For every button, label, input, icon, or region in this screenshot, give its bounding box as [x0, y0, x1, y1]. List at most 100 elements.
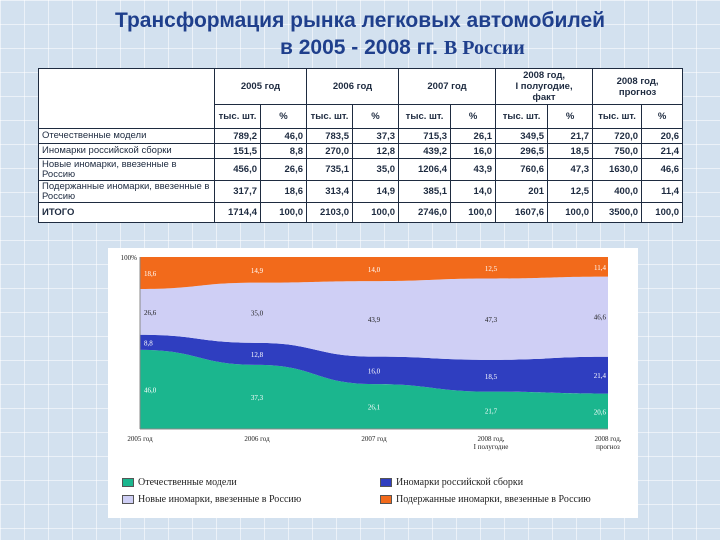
- cell: 313,4: [306, 180, 354, 203]
- table-row: Отечественные модели 789,2 46,0 783,5 37…: [38, 128, 684, 144]
- data-label: 16,0: [368, 367, 381, 375]
- cell: 385,1: [398, 180, 452, 203]
- data-label: 47,3: [485, 316, 498, 324]
- data-label: 12,5: [485, 265, 498, 273]
- data-label: 14,9: [251, 267, 264, 275]
- legend-swatch: [380, 478, 392, 487]
- cell: 317,7: [214, 180, 261, 203]
- cell: 270,0: [306, 143, 354, 159]
- cell: 151,5: [214, 143, 261, 159]
- cell: 20,6: [641, 128, 684, 144]
- cell: 400,0: [592, 180, 643, 203]
- legend-label: Подержанные иномарки, ввезенные в Россию: [396, 494, 591, 505]
- cell: 14,0: [450, 180, 497, 203]
- page-title: Трансформация рынка легковых автомобилей: [114, 9, 606, 32]
- data-label: 20,6: [594, 408, 607, 416]
- cell: 100,0: [641, 202, 684, 223]
- data-label: 21,7: [485, 407, 498, 415]
- data-label: 21,4: [594, 372, 607, 380]
- period-header: 2006 год: [306, 68, 400, 105]
- cell: 349,5: [495, 128, 549, 144]
- row-label: Новые иномарки, ввезенные в Россию: [38, 158, 215, 181]
- market-table: 2005 год 2006 год 2007 год 2008 год, I по…: [38, 68, 684, 223]
- unit-header: тыс. шт.: [214, 104, 261, 129]
- unit-header: %: [547, 104, 594, 129]
- cell: 1206,4: [398, 158, 452, 181]
- data-label: 26,1: [368, 404, 381, 412]
- period-header: 2008 год, I полугодие, факт: [495, 68, 594, 105]
- unit-header: тыс. шт.: [306, 104, 354, 129]
- cell: 21,4: [641, 143, 684, 159]
- cell: 735,1: [306, 158, 354, 181]
- x-tick-label: 2005 год: [127, 435, 153, 443]
- cell: 201: [495, 180, 549, 203]
- period-header: 2008 год, прогноз: [592, 68, 684, 105]
- cell: 18,6: [259, 180, 308, 203]
- cell: 46,6: [641, 158, 684, 181]
- row-label: Отечественные модели: [38, 128, 215, 144]
- legend-label: Иномарки российской сборки: [396, 477, 524, 488]
- cell: 715,3: [398, 128, 452, 144]
- period-header: 2007 год: [398, 68, 497, 105]
- table-corner: [38, 68, 215, 105]
- data-label: 43,9: [368, 316, 381, 324]
- table-row: Иномарки российской сборки 151,5 8,8 270…: [38, 143, 684, 159]
- x-tick-label: 2007 год: [361, 435, 387, 443]
- subtitle-country: В России: [443, 37, 525, 59]
- cell: 1630,0: [592, 158, 643, 181]
- cell: 1607,6: [495, 202, 549, 223]
- subtitle-years: в 2005 - 2008 гг.: [280, 36, 438, 59]
- cell: 8,8: [259, 143, 308, 159]
- area-1: [140, 349, 608, 429]
- area-2: [140, 334, 608, 394]
- legend-item: Новые иномарки, ввезенные в Россию: [122, 494, 301, 505]
- cell: 1714,4: [214, 202, 261, 223]
- cell: 26,6: [259, 158, 308, 181]
- cell: 12,5: [547, 180, 594, 203]
- cell: 47,3: [547, 158, 594, 181]
- cell: 100,0: [352, 202, 400, 223]
- cell: 100,0: [259, 202, 308, 223]
- cell: 783,5: [306, 128, 354, 144]
- data-label: 12,8: [251, 351, 264, 359]
- row-label: Иномарки российской сборки: [38, 143, 215, 159]
- cell: 16,0: [450, 143, 497, 159]
- x-tick-label: 2006 год: [244, 435, 270, 443]
- data-label: 46,0: [144, 386, 157, 394]
- x-tick-label: 2008 год, прогноз: [594, 435, 621, 451]
- cell: 21,7: [547, 128, 594, 144]
- unit-header: %: [259, 104, 308, 129]
- row-label: ИТОГО: [38, 202, 215, 223]
- data-label: 46,6: [594, 314, 607, 322]
- cell: 12,8: [352, 143, 400, 159]
- legend-swatch: [122, 478, 134, 487]
- legend-swatch: [122, 495, 134, 504]
- area-4: [140, 257, 608, 289]
- cell: 760,6: [495, 158, 549, 181]
- table-corner: [38, 104, 215, 129]
- cell: 26,1: [450, 128, 497, 144]
- row-label: Подержанные иномарки, ввезенные в Россию: [38, 180, 215, 203]
- cell: 789,2: [214, 128, 261, 144]
- data-label: 18,5: [485, 373, 498, 381]
- cell: 46,0: [259, 128, 308, 144]
- x-tick-label: 2008 год, I полугодие: [474, 435, 509, 451]
- page-subtitle: в 2005 - 2008 гг. В России: [280, 36, 525, 60]
- legend-item: Иномарки российской сборки: [380, 477, 523, 488]
- data-label: 37,3: [251, 394, 264, 402]
- cell: 18,5: [547, 143, 594, 159]
- cell: 720,0: [592, 128, 643, 144]
- cell: 2103,0: [306, 202, 354, 223]
- cell: 296,5: [495, 143, 549, 159]
- legend-item: Отечественные модели: [122, 477, 237, 488]
- data-label: 8,8: [144, 339, 153, 347]
- cell: 14,9: [352, 180, 400, 203]
- cell: 37,3: [352, 128, 400, 144]
- table-header-units: тыс. шт. % тыс. шт. % тыс. шт. % тыс. шт…: [38, 104, 684, 129]
- table-row: Подержанные иномарки, ввезенные в Россию…: [38, 180, 684, 203]
- cell: 100,0: [450, 202, 497, 223]
- unit-header: тыс. шт.: [592, 104, 643, 129]
- unit-header: %: [352, 104, 400, 129]
- data-label: 11,4: [594, 264, 606, 272]
- cell: 11,4: [641, 180, 684, 203]
